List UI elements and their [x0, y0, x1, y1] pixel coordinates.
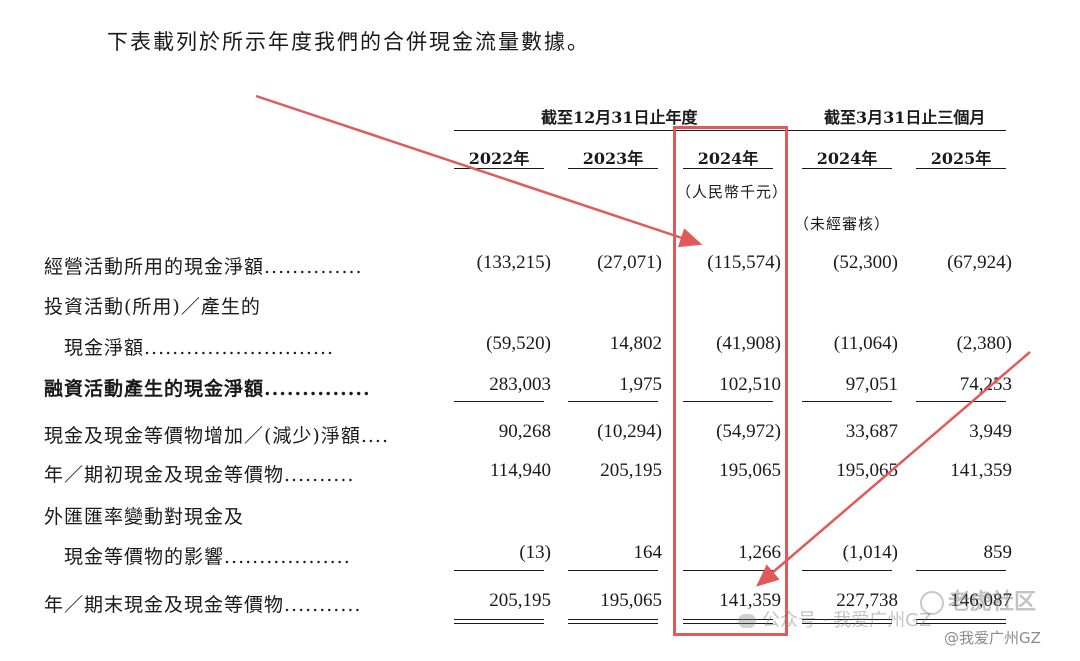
year-rule — [454, 168, 544, 169]
year-rule — [802, 168, 892, 169]
cell-net-change-2024: (54,972) — [716, 421, 781, 442]
subtotal-rule — [802, 570, 892, 571]
row-label-net-change: 現金及現金等價物增加／(減少)淨額.... — [44, 425, 389, 447]
cell-fx-2023: 164 — [633, 542, 663, 563]
cell-ending-2025q: 146,087 — [950, 590, 1012, 611]
total-double-rule — [568, 619, 658, 624]
subtotal-rule — [916, 401, 1006, 402]
total-double-rule — [916, 619, 1006, 624]
arrow-to-ending-2024 — [756, 351, 1031, 587]
watermark-community: 老虎社区 — [920, 584, 1036, 616]
row-label-fx-cont: 現金等價物的影響.................. — [64, 546, 351, 568]
wechat-icon — [738, 614, 756, 628]
row-label-investing: 投資活動(所用)／產生的 — [44, 296, 261, 318]
total-double-rule — [454, 619, 544, 624]
year-rule — [683, 168, 773, 169]
cell-financing-2024: 102,510 — [719, 374, 781, 395]
cell-fx-2025q: 859 — [983, 542, 1013, 563]
year-rule — [568, 168, 658, 169]
cell-net-change-2022: 90,268 — [498, 421, 551, 442]
subtotal-rule — [454, 401, 544, 402]
cell-operating-2023: (27,071) — [597, 252, 662, 273]
row-label-operating: 經營活動所用的現金淨額.............. — [44, 256, 363, 278]
row-label-fx: 外匯匯率變動對現金及 — [44, 506, 245, 528]
year-header-2024: 2024年 — [697, 149, 759, 168]
cell-operating-2022: (133,215) — [476, 252, 551, 273]
row-label-financing: 融資活動產生的現金淨額.............. — [44, 378, 371, 400]
cell-net-change-2023: (10,294) — [597, 421, 662, 442]
year-header-2024-q: 2024年 — [816, 149, 878, 168]
cell-financing-2023: 1,975 — [619, 374, 662, 395]
year-rule — [916, 168, 1006, 169]
cell-investing-2025q: (2,380) — [956, 333, 1012, 354]
cell-beginning-2022: 114,940 — [489, 460, 551, 481]
cell-operating-2025q: (67,924) — [947, 252, 1012, 273]
subtotal-rule — [568, 401, 658, 402]
tiger-logo-icon — [920, 591, 944, 615]
subtotal-rule — [454, 570, 544, 571]
cell-net-change-2025q: 3,949 — [969, 421, 1012, 442]
subtotal-rule — [683, 570, 773, 571]
cell-investing-2023: 14,802 — [609, 333, 662, 354]
cell-financing-2024q: 97,051 — [845, 374, 898, 395]
unaudited-label: （未經審核） — [794, 215, 891, 233]
arrow-to-operating-2024 — [255, 94, 703, 248]
year-header-2023: 2023年 — [582, 149, 644, 168]
cell-ending-2022: 205,195 — [489, 590, 551, 611]
cell-investing-2022: (59,520) — [486, 333, 551, 354]
cell-net-change-2024q: 33,687 — [845, 421, 898, 442]
row-label-beginning: 年／期初現金及現金等價物.......... — [44, 464, 355, 486]
cell-ending-2024: 141,359 — [719, 590, 781, 611]
total-double-rule — [802, 619, 892, 624]
cell-ending-2023: 195,065 — [600, 590, 662, 611]
header-year-group: 截至12月31日止年度 — [541, 108, 698, 127]
subtotal-rule — [683, 401, 773, 402]
subtotal-rule — [568, 570, 658, 571]
cell-beginning-2025q: 141,359 — [950, 460, 1012, 481]
watermark-wechat: 公众号 · 我爱广州GZ — [738, 606, 931, 632]
subtotal-rule — [802, 401, 892, 402]
cell-ending-2024q: 227,738 — [836, 590, 898, 611]
cell-operating-2024: (115,574) — [707, 252, 781, 273]
subtotal-rule — [916, 570, 1006, 571]
unit-label: （人民幣千元） — [676, 183, 789, 201]
year-header-2025-q: 2025年 — [930, 149, 992, 168]
header-rule-quarter — [802, 130, 1006, 131]
header-rule — [454, 130, 1006, 131]
watermark-handle: @我爱广州GZ — [944, 629, 1041, 647]
header-quarter-group: 截至3月31日止三個月 — [824, 108, 986, 127]
cell-beginning-2023: 205,195 — [600, 460, 662, 481]
cell-fx-2022: (13) — [519, 542, 551, 563]
cell-fx-2024: 1,266 — [738, 542, 781, 563]
year-header-2022: 2022年 — [468, 149, 530, 168]
cell-beginning-2024q: 195,065 — [836, 460, 898, 481]
cell-beginning-2024: 195,065 — [719, 460, 781, 481]
cell-financing-2022: 283,003 — [489, 374, 551, 395]
row-label-investing-cont: 現金淨額........................... — [64, 337, 335, 359]
intro-text: 下表載列於所示年度我們的合併現金流量數據。 — [107, 30, 590, 54]
cell-investing-2024: (41,908) — [716, 333, 781, 354]
total-double-rule — [683, 619, 773, 624]
cell-fx-2024q: (1,014) — [842, 542, 898, 563]
cell-investing-2024q: (11,064) — [833, 333, 898, 354]
cell-operating-2024q: (52,300) — [833, 252, 898, 273]
row-label-ending: 年／期末現金及現金等價物........... — [44, 594, 362, 616]
highlight-box-2024 — [673, 126, 788, 636]
